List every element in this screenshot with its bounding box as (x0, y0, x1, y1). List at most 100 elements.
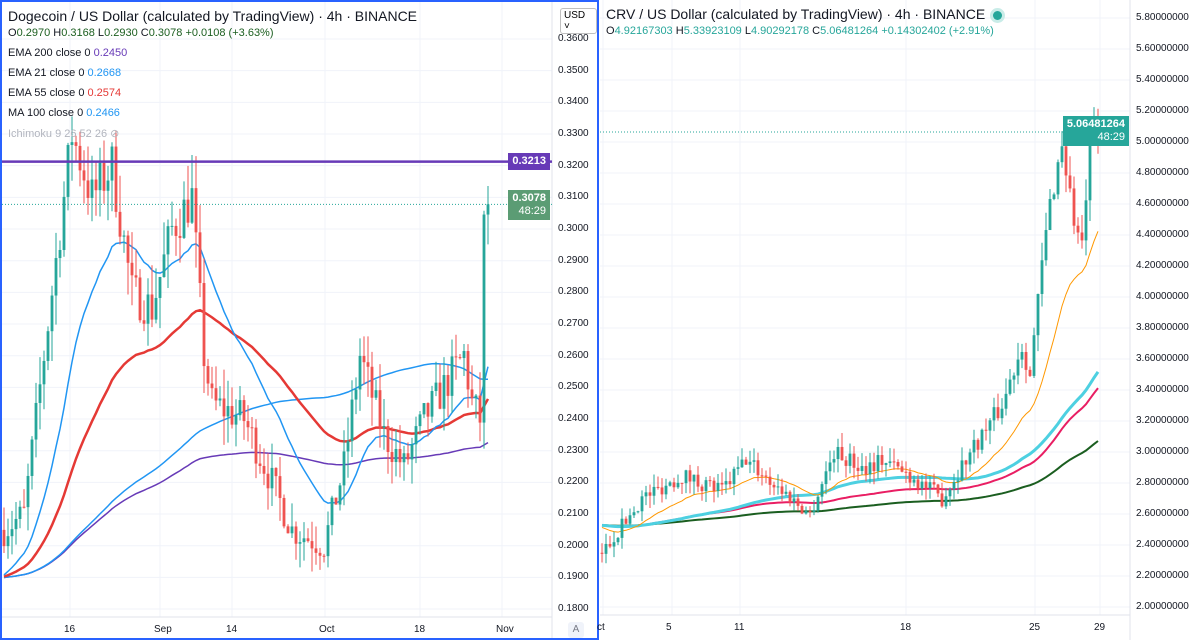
candle (728, 481, 732, 485)
hidden-eye-icon[interactable]: ⊘ (110, 128, 120, 140)
candle (330, 497, 334, 526)
candle (382, 426, 386, 428)
candle (318, 552, 322, 556)
candle (784, 491, 788, 494)
candle (166, 226, 170, 255)
candle (656, 486, 660, 488)
candle (118, 211, 122, 237)
price-axis-label: 0.2700 (558, 318, 589, 330)
candle (660, 487, 664, 495)
candle (844, 460, 848, 466)
candle (628, 515, 632, 524)
candle (940, 493, 944, 507)
indicator-ema200[interactable]: EMA 200 close 0 0.2450 (8, 47, 128, 59)
candle (70, 142, 74, 145)
candle (1032, 335, 1036, 376)
candle (170, 225, 174, 227)
candle (716, 482, 720, 492)
candle (34, 402, 38, 440)
candle (142, 320, 146, 324)
price-axis-label: 3.20000000 (1136, 415, 1189, 426)
candle (916, 479, 920, 489)
dogecoin-chart-pane[interactable]: Dogecoin / US Dollar (calculated by Trad… (0, 0, 599, 640)
candle (1088, 128, 1092, 201)
candle (724, 481, 728, 485)
candle (414, 426, 418, 445)
candle (450, 356, 454, 396)
candle (250, 427, 254, 429)
candle (912, 479, 916, 483)
candle (756, 460, 760, 476)
candle (114, 146, 118, 212)
candle (1016, 359, 1020, 376)
candle (840, 446, 844, 461)
candle (1024, 352, 1028, 370)
candle (680, 482, 684, 484)
indicator-ichimoku[interactable]: Ichimoku 9 26 52 26 ⊘ (8, 128, 120, 140)
candle (322, 555, 326, 557)
candle (900, 466, 904, 472)
symbol-title[interactable]: Dogecoin / US Dollar (calculated by Trad… (8, 8, 418, 24)
candle (780, 486, 784, 494)
candle (434, 382, 438, 392)
candle (988, 420, 992, 431)
candle (1084, 200, 1088, 241)
time-axis-label: ct (597, 622, 605, 633)
price-axis-label: 3.40000000 (1136, 384, 1189, 395)
candle (932, 482, 936, 485)
candle (712, 480, 716, 492)
candle (696, 474, 700, 487)
candle (342, 451, 346, 486)
candle (996, 407, 1000, 419)
candle (948, 489, 952, 497)
candle (378, 390, 382, 428)
time-axis-label: 5 (666, 622, 672, 633)
crv-chart-canvas[interactable] (600, 0, 1196, 640)
candle (402, 453, 406, 463)
candle (186, 199, 190, 223)
time-axis-label: 18 (900, 622, 912, 633)
candle (110, 146, 114, 181)
dogecoin-chart-canvas[interactable] (2, 2, 597, 638)
candle (740, 459, 744, 468)
candle (796, 498, 800, 506)
candle (38, 384, 42, 403)
candle (924, 481, 928, 489)
candle (306, 538, 310, 542)
candle (920, 481, 924, 489)
price-axis-label: 0.2000 (558, 539, 589, 551)
price-axis-label: 5.60000000 (1136, 43, 1189, 54)
candle (644, 492, 648, 497)
candle (182, 199, 186, 238)
candle (808, 511, 812, 513)
indicator-ma100[interactable]: MA 100 close 0 0.2466 (8, 107, 120, 119)
candle (362, 355, 366, 363)
candle (1004, 393, 1008, 409)
candle (684, 470, 688, 484)
candle (134, 275, 138, 278)
price-axis-label: 5.40000000 (1136, 74, 1189, 85)
crv-chart-pane[interactable]: CRV / US Dollar (calculated by TradingVi… (597, 0, 1196, 640)
indicator-ema55[interactable]: EMA 55 close 0 0.2574 (8, 87, 122, 99)
candle (956, 480, 960, 482)
candle (904, 471, 908, 473)
candle (122, 235, 126, 237)
price-axis-label: 0.3000 (558, 223, 589, 235)
candle (54, 258, 58, 296)
candle (242, 400, 246, 422)
candle (632, 512, 636, 516)
candle (1044, 230, 1048, 261)
currency-select[interactable]: USD ˅ (560, 8, 597, 34)
candle (608, 543, 612, 547)
price-axis-label: 0.3400 (558, 96, 589, 108)
candle (824, 471, 828, 485)
symbol-title[interactable]: CRV / US Dollar (calculated by TradingVi… (606, 6, 1003, 22)
price-axis-label: 4.80000000 (1136, 167, 1189, 178)
ema200-line (3, 441, 489, 579)
candle (760, 475, 764, 477)
last-price-tag: 5.06481264 48:29 (1062, 116, 1129, 146)
auto-scale-button[interactable]: A (568, 622, 584, 638)
price-axis-label: 2.00000000 (1136, 601, 1189, 612)
indicator-ema21[interactable]: EMA 21 close 0 0.2668 (8, 67, 122, 79)
candle (94, 179, 98, 191)
